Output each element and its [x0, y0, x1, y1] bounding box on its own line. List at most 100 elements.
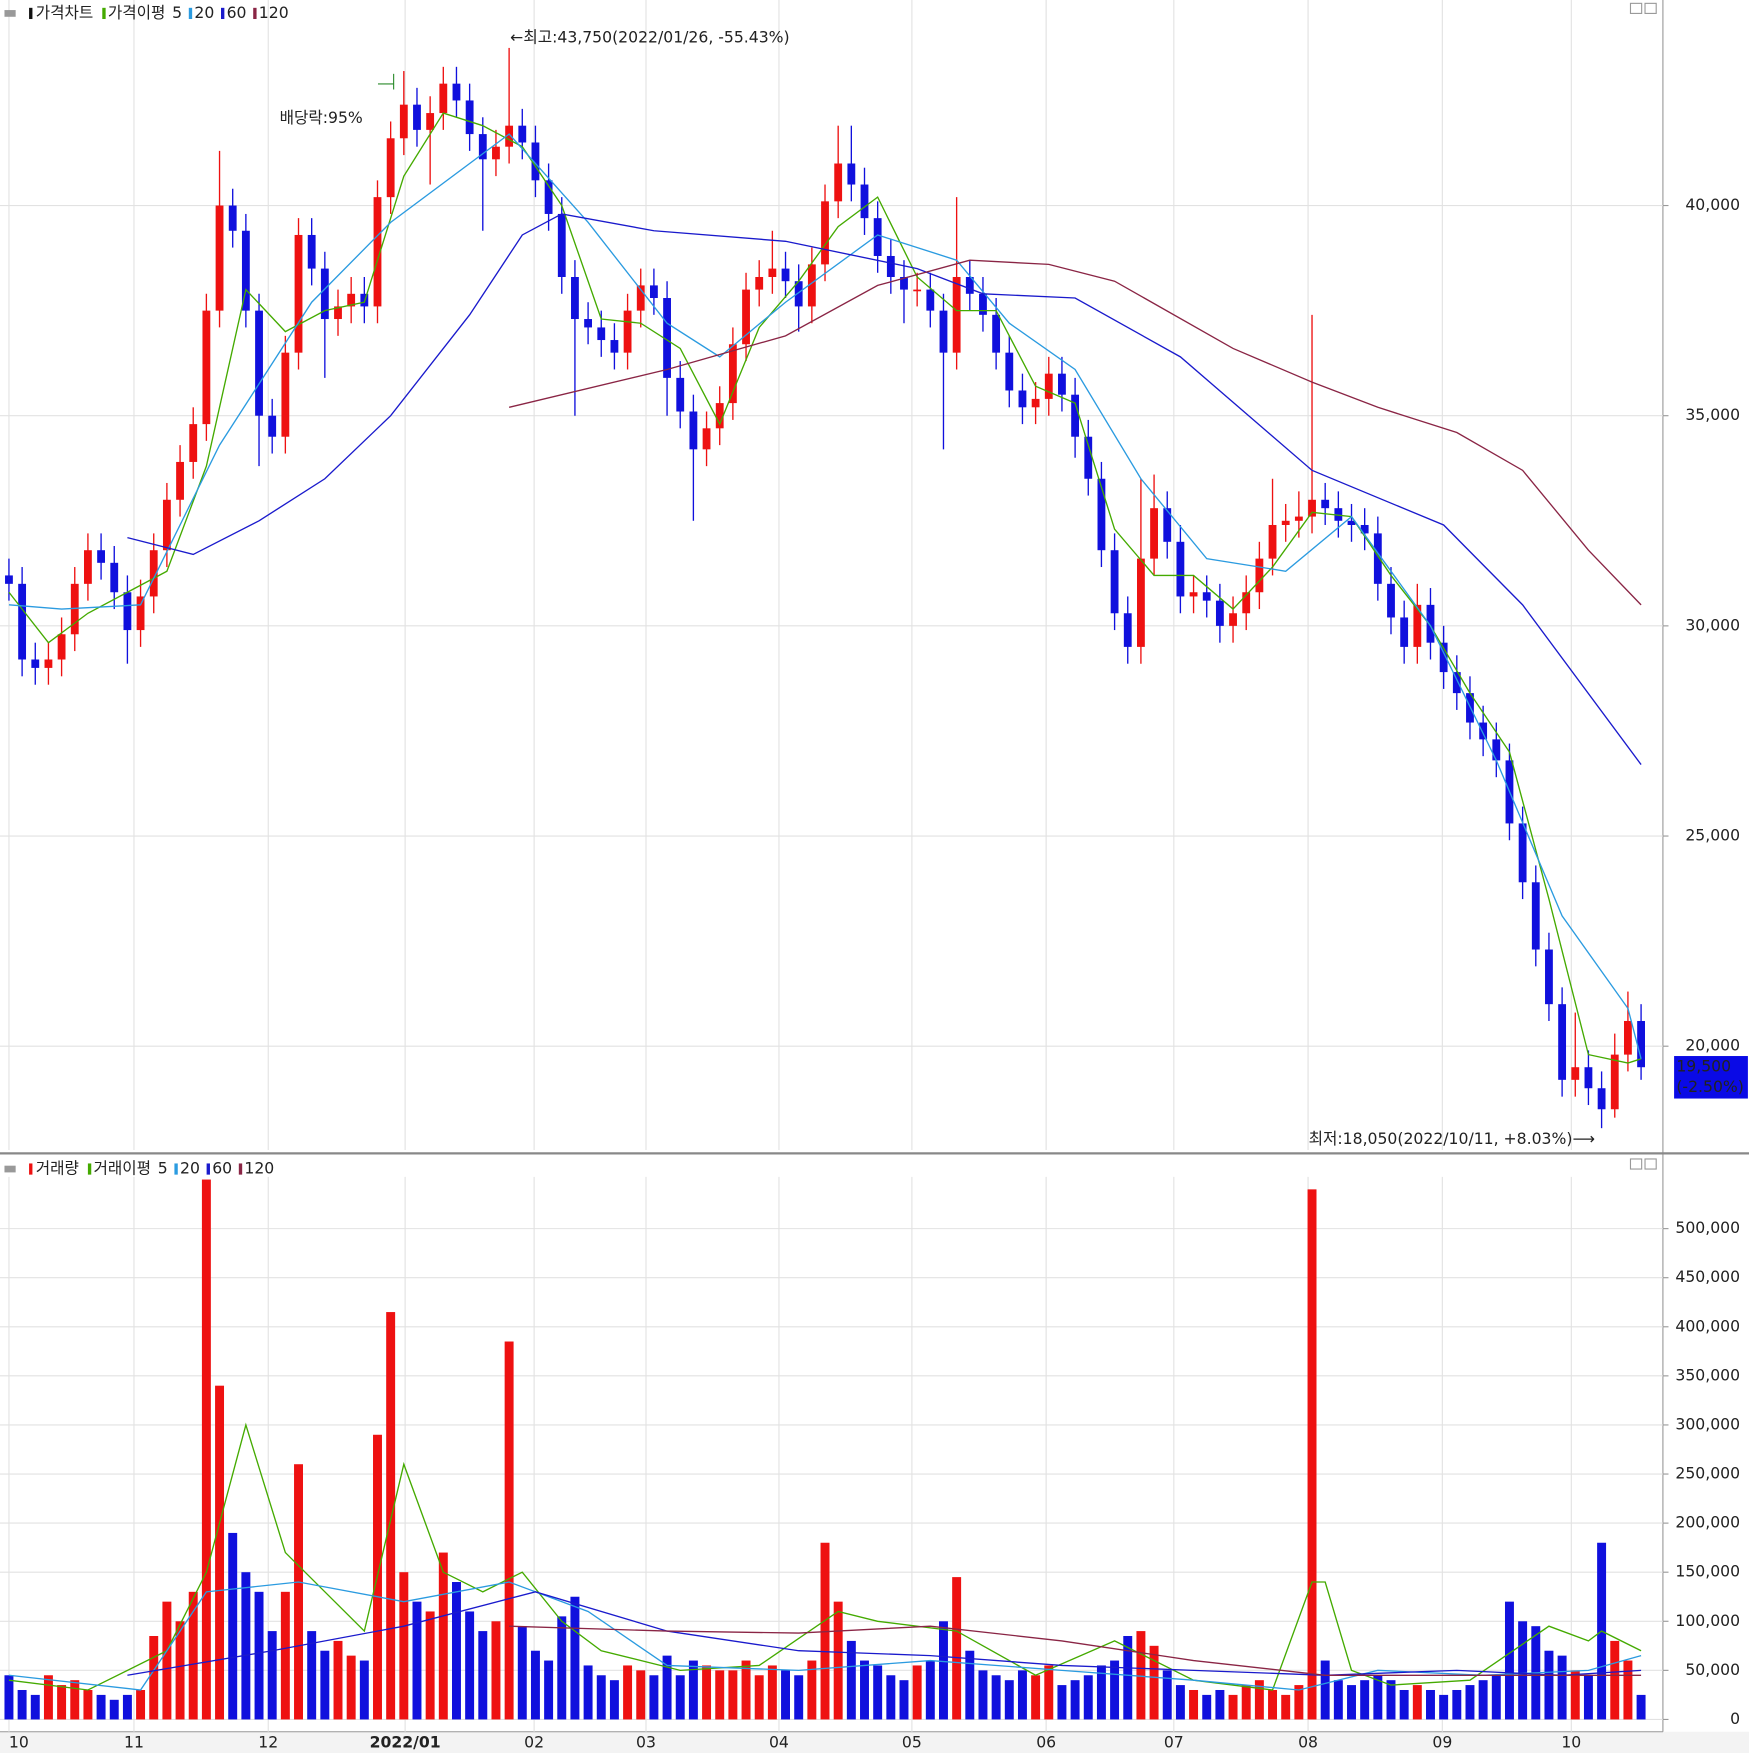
volume-bar	[1294, 1685, 1304, 1720]
volume-bar	[715, 1670, 725, 1720]
volume-bar	[557, 1616, 567, 1720]
volume-bar	[346, 1655, 356, 1720]
volume-bar	[886, 1675, 896, 1720]
volume-bar	[280, 1591, 290, 1720]
x-tick-label: 04	[769, 1732, 789, 1751]
volume-bar	[728, 1670, 738, 1720]
legend-label: 가격이평	[108, 3, 166, 22]
y-tick-label: 150,000	[1675, 1562, 1740, 1581]
candle-body	[478, 134, 487, 160]
x-axis-band	[0, 1731, 1749, 1753]
candle-body	[992, 314, 1001, 353]
candle-body	[755, 276, 764, 290]
volume-bar	[1399, 1689, 1409, 1720]
candle-body	[399, 104, 408, 139]
legend-swatch	[221, 7, 225, 20]
volume-bar	[491, 1621, 501, 1720]
volume-bar	[201, 1179, 211, 1720]
candle-body	[1084, 436, 1093, 479]
volume-bar	[43, 1675, 53, 1720]
candle-body	[386, 138, 395, 198]
candle-body	[676, 377, 685, 412]
candle-body	[939, 310, 948, 353]
candle-body	[1624, 1020, 1632, 1055]
window-button[interactable]	[1644, 1158, 1657, 1170]
volume-bar	[1268, 1689, 1278, 1720]
candle-body	[44, 659, 53, 668]
candle-body	[281, 352, 290, 437]
volume-bar	[570, 1596, 580, 1720]
x-tick-label: 10	[9, 1732, 29, 1751]
candle-body	[1150, 508, 1158, 559]
volume-bar	[899, 1680, 909, 1720]
candle-body	[1347, 520, 1356, 525]
candle-body	[742, 289, 750, 345]
volume-bar	[83, 1689, 93, 1720]
volume-bar	[1557, 1655, 1567, 1720]
volume-bar	[109, 1699, 119, 1720]
volume-bar	[438, 1552, 448, 1720]
volume-bar	[122, 1694, 132, 1720]
candle-body	[1018, 390, 1027, 408]
volume-bar	[1570, 1670, 1580, 1720]
candle-body	[228, 205, 237, 231]
candle-body	[1492, 739, 1501, 761]
y-tick-label: 500,000	[1675, 1218, 1740, 1237]
window-button[interactable]	[1644, 2, 1657, 14]
volume-bar	[649, 1675, 659, 1720]
y-tick-label: 350,000	[1675, 1365, 1740, 1384]
y-tick-label: 25,000	[1685, 826, 1740, 845]
y-tick-label: 200,000	[1675, 1513, 1740, 1532]
volume-bar	[1610, 1640, 1620, 1720]
window-button[interactable]	[1629, 1158, 1643, 1170]
candle-body	[1281, 520, 1290, 525]
last-price-box	[1674, 1056, 1748, 1099]
volume-bar	[702, 1665, 712, 1720]
volume-bar	[767, 1665, 777, 1720]
volume-bar	[1347, 1685, 1356, 1720]
volume-bar	[623, 1665, 633, 1720]
volume-bar	[1189, 1689, 1199, 1720]
candle-body	[1637, 1020, 1645, 1068]
candle-body	[373, 197, 382, 307]
window-button[interactable]	[1629, 2, 1643, 14]
volume-bar	[1096, 1665, 1106, 1720]
volume-bar	[254, 1591, 264, 1720]
candle-body	[5, 575, 13, 584]
candle-body	[1176, 541, 1185, 597]
candle-body	[1294, 516, 1303, 521]
volume-bar	[939, 1621, 948, 1720]
annotation-dividend: 배당락:95%	[280, 108, 363, 127]
volume-bar	[478, 1631, 488, 1720]
y-tick-label: 250,000	[1675, 1464, 1740, 1483]
candle-body	[834, 163, 843, 202]
candle-body	[1597, 1088, 1606, 1110]
volume-bar	[1228, 1694, 1238, 1720]
volume-bar	[860, 1660, 869, 1720]
candle-body	[426, 113, 435, 130]
legend-swatch	[102, 7, 106, 20]
candle-body	[307, 234, 316, 269]
candle-body	[1413, 604, 1422, 647]
candle-body	[1229, 613, 1237, 626]
candle-body	[1558, 1004, 1567, 1080]
volume-bar	[504, 1341, 514, 1720]
volume-bar	[1307, 1189, 1317, 1720]
candle-body	[1031, 398, 1040, 408]
candle-body	[215, 205, 224, 311]
volume-bar	[1083, 1675, 1093, 1720]
volume-bar	[1202, 1694, 1212, 1720]
last-price: 19,500	[1676, 1057, 1731, 1076]
ma-line	[509, 1625, 1642, 1676]
volume-bar	[1031, 1675, 1041, 1720]
volume-bar	[70, 1680, 80, 1720]
candle-body	[702, 428, 711, 450]
legend-swatch	[174, 1163, 178, 1175]
candle-body	[452, 83, 461, 101]
volume-bar	[1439, 1694, 1449, 1720]
volume-bar	[1123, 1636, 1133, 1720]
legend-swatch	[87, 1163, 92, 1175]
x-tick-label: 10	[1561, 1732, 1581, 1751]
volume-bar	[583, 1665, 593, 1720]
candle-body	[136, 596, 145, 631]
